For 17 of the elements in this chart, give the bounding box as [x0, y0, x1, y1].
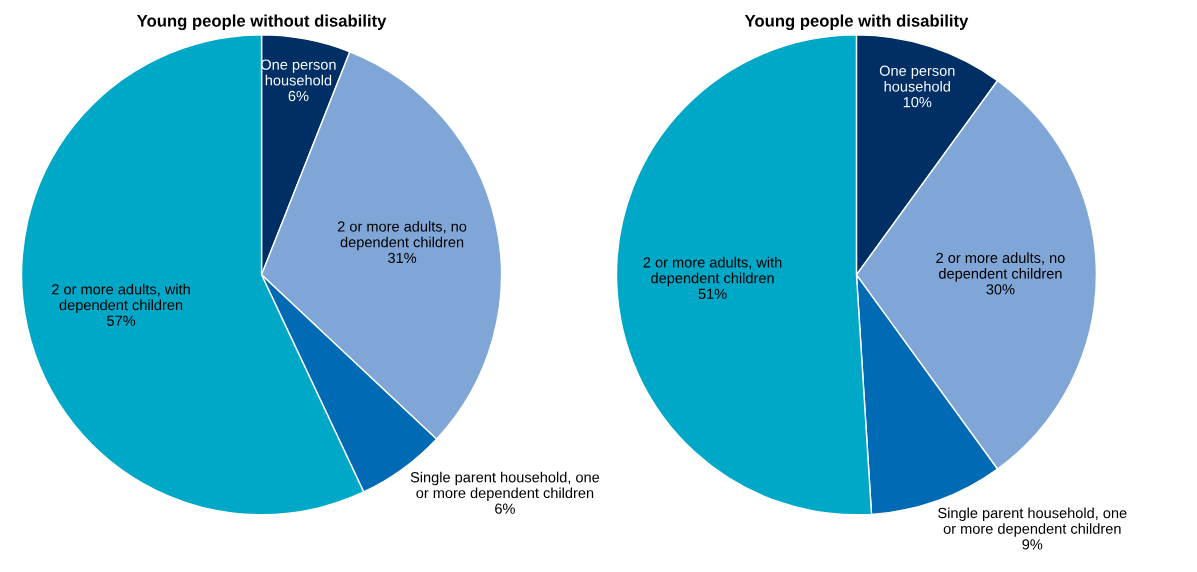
slice-label: Single parent household, one or more dependent children — [410, 471, 600, 502]
data-label: 51% — [698, 288, 727, 299]
slice-label: 2 or more adults, no dependent children — [936, 252, 1065, 282]
slice-label: 2 or more adults, with dependent children — [643, 256, 782, 287]
data-label: 31% — [388, 252, 417, 264]
data-label: 6% — [495, 503, 515, 514]
data-label: 10% — [903, 97, 932, 108]
data-label: 30% — [986, 284, 1015, 295]
data-label: 57% — [107, 315, 136, 326]
data-label: 9% — [1022, 539, 1043, 550]
data-label: 6% — [288, 90, 309, 102]
slice-label: One person household — [879, 65, 955, 92]
chart-title: Young people with disability — [744, 14, 969, 31]
slice-label: 2 or more adults, with dependent children — [52, 283, 190, 314]
slice-label: Single parent household, one or more dependent children — [938, 507, 1127, 537]
slice-label: 2 or more adults, no dependent children — [337, 220, 467, 251]
chart-title: Young people without disability — [136, 14, 387, 31]
